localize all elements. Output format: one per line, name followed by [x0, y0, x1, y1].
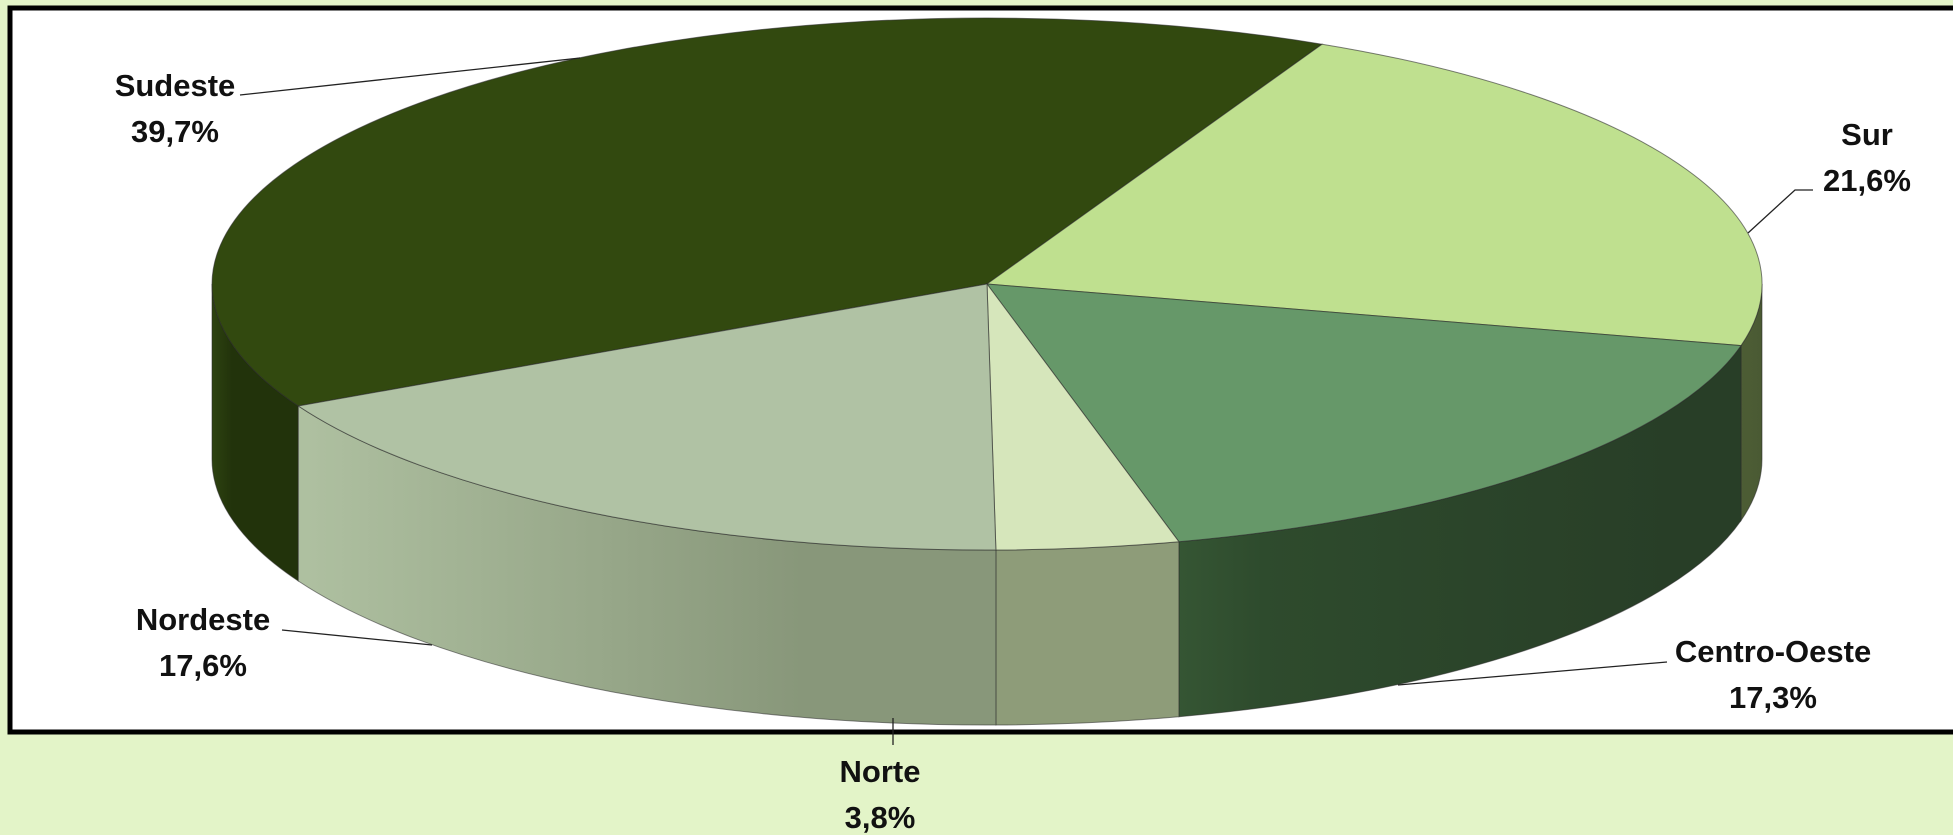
- label-nordeste-value: 17,6%: [159, 648, 247, 683]
- label-nordeste-name: Nordeste: [136, 602, 270, 637]
- slice-top-sudeste: [211, 17, 1324, 407]
- leader-line-sudeste: [239, 57, 581, 96]
- label-centro-oeste-name: Centro-Oeste: [1675, 634, 1871, 669]
- label-centro-oeste-value: 17,3%: [1729, 680, 1817, 715]
- slice-label-norte: Norte 3,8%: [840, 754, 921, 835]
- slice-top-nordeste: [296, 283, 997, 551]
- leader-lines: [239, 57, 1813, 745]
- slice-label-sur: Sur 21,6%: [1823, 117, 1911, 198]
- slice-top-centro-oeste: [985, 283, 1742, 543]
- slice-top-sur: [985, 43, 1763, 347]
- slice-label-sudeste: Sudeste 39,7%: [115, 68, 236, 149]
- label-sur-name: Sur: [1841, 117, 1893, 152]
- leader-line-sur: [1747, 189, 1813, 234]
- label-norte-value: 3,8%: [845, 800, 916, 835]
- label-sudeste-name: Sudeste: [115, 68, 236, 103]
- label-sur-value: 21,6%: [1823, 163, 1911, 198]
- pie-tops: [211, 17, 1763, 551]
- leader-line-nordeste: [281, 629, 433, 646]
- label-norte-name: Norte: [840, 754, 921, 789]
- leader-line-centro-oeste: [1397, 661, 1668, 686]
- slice-label-centro-oeste: Centro-Oeste 17,3%: [1675, 634, 1871, 715]
- slice-label-nordeste: Nordeste 17,6%: [136, 602, 270, 683]
- pie-sides: [211, 283, 1763, 726]
- label-sudeste-value: 39,7%: [131, 114, 219, 149]
- slice-side-norte: [995, 541, 1180, 726]
